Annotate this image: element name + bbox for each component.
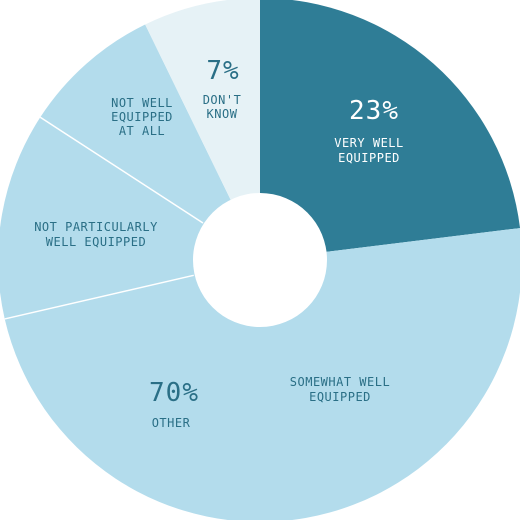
slice-dont-know <box>145 0 260 260</box>
not-well-label-line3: AT ALL <box>119 124 165 138</box>
very-well-label-line2: EQUIPPED <box>338 151 400 165</box>
slice-very-well-equipped <box>260 0 520 260</box>
dont-know-label-line1: DON'T <box>203 93 242 107</box>
separator-notparticularly-notwell <box>39 116 204 224</box>
not-particularly-label-line1: NOT PARTICULARLY <box>34 220 158 234</box>
separator-somewhat-notparticularly <box>4 274 194 320</box>
not-well-label-line2: EQUIPPED <box>111 110 173 124</box>
dont-know-pct-label: 7% <box>206 56 239 86</box>
donut-hole <box>193 193 327 327</box>
very-well-pct-label: 23% <box>349 96 399 126</box>
not-particularly-label-line2: WELL EQUIPPED <box>46 235 146 249</box>
somewhat-label-line2: EQUIPPED <box>309 390 371 404</box>
other-pct-label: 70% <box>149 378 199 408</box>
very-well-label-line1: VERY WELL <box>334 136 404 150</box>
not-well-label-line1: NOT WELL <box>111 96 173 110</box>
dont-know-label-line2: KNOW <box>207 107 238 121</box>
other-label: OTHER <box>152 416 191 430</box>
somewhat-label-line1: SOMEWHAT WELL <box>290 375 390 389</box>
slice-not-well-equipped-at-all <box>40 24 260 260</box>
slice-somewhat-well-equipped <box>4 228 520 520</box>
